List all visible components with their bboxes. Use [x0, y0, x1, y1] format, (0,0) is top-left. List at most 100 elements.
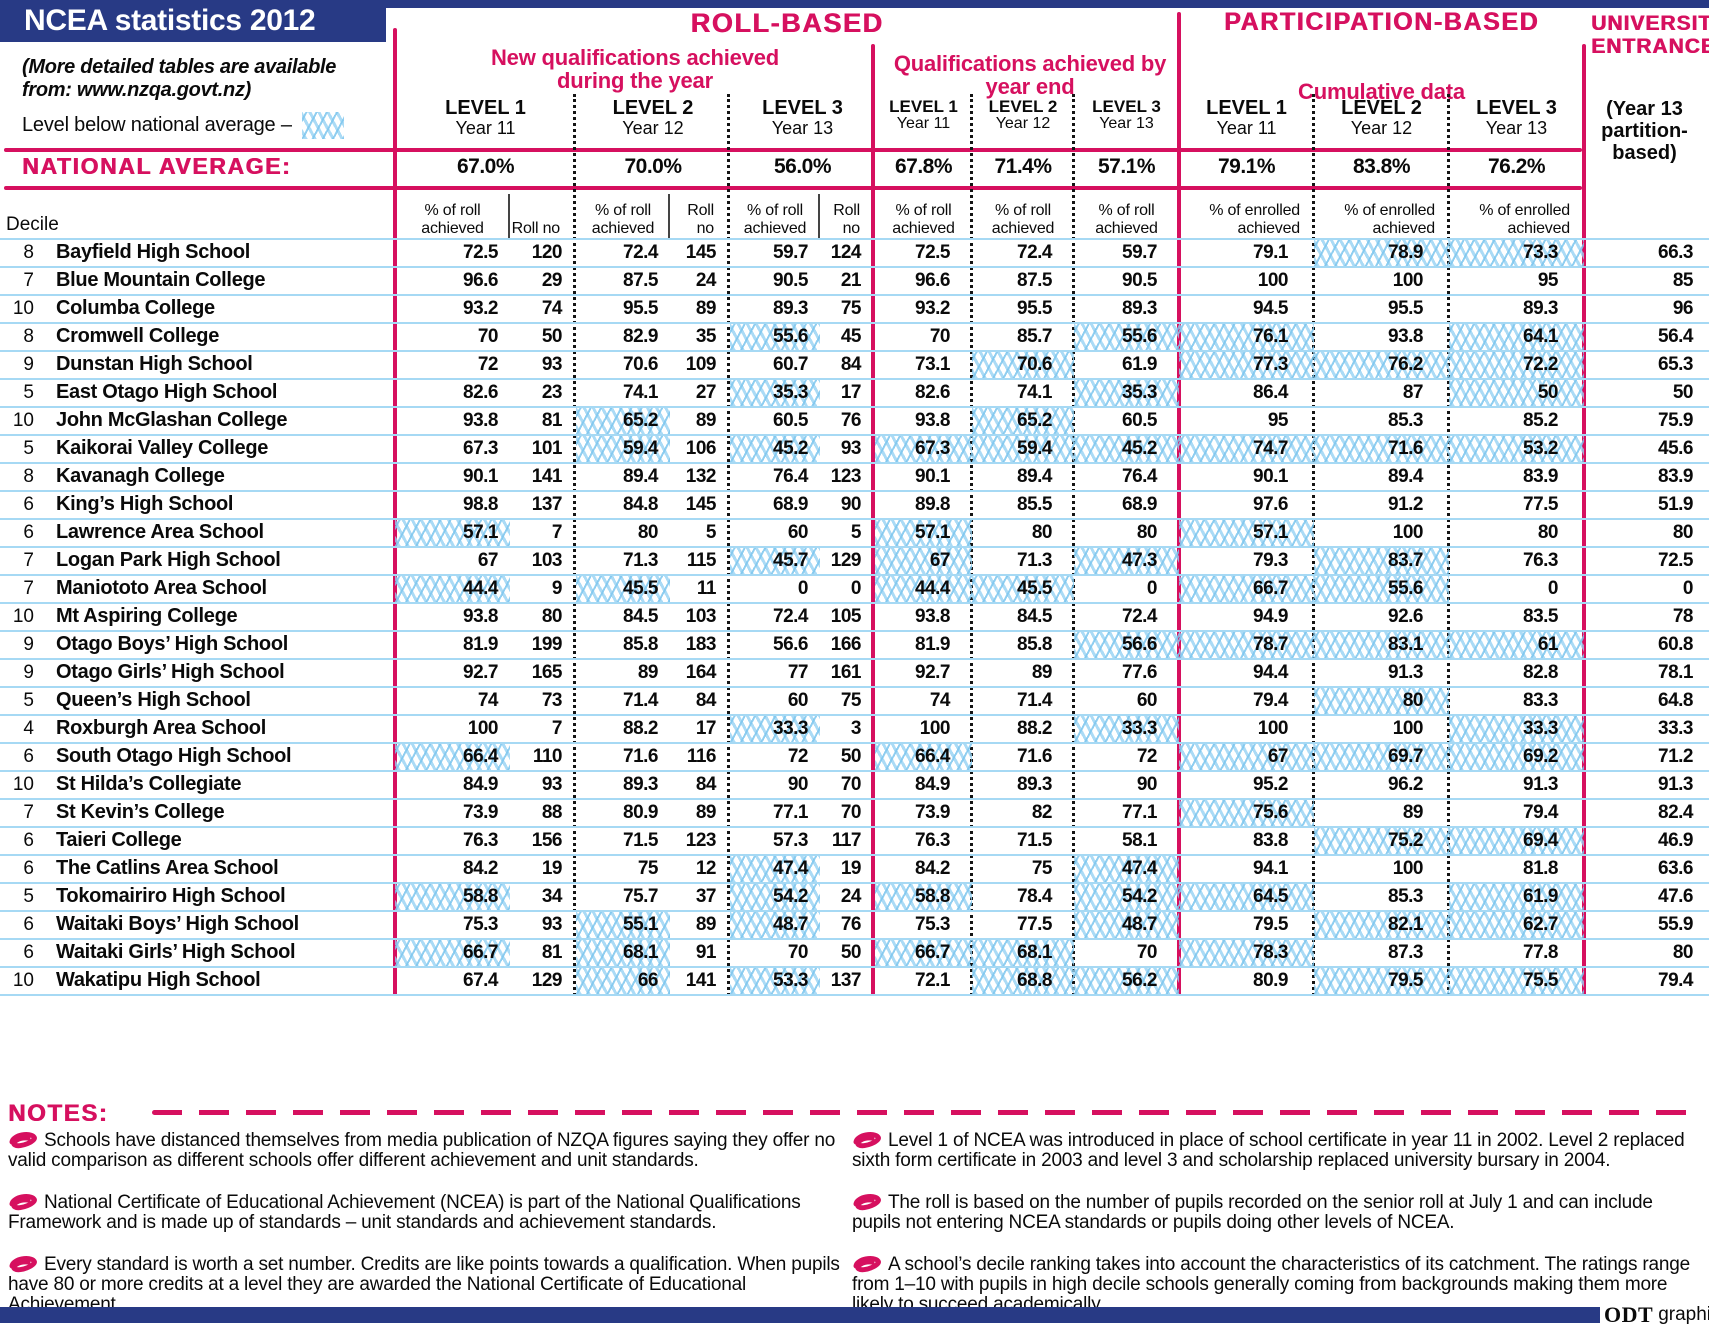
new-l3-roll-no: 21: [840, 270, 862, 291]
yearend-l2-pct: 72.4: [1017, 242, 1052, 263]
yearend-l1-pct: 67.3: [875, 436, 972, 462]
national-average-value: 67.0%: [456, 155, 515, 178]
new-l3-pct: 72.4: [773, 606, 808, 627]
participation-l1-pct: 95.2: [1253, 774, 1288, 795]
new-l2-roll-no: 5: [705, 522, 717, 543]
university-entrance-pct: 47.6: [1658, 886, 1693, 907]
yearend-l2-pct: 89.3: [1017, 774, 1052, 795]
new-l1-pct: 100: [467, 718, 499, 739]
school-name: Otago Girls’ High School: [56, 661, 285, 683]
decile-value: 6: [23, 858, 34, 879]
table-row: 4 Roxburgh Area School 100 7 88.2 17 33.3 3 100 8…: [0, 716, 1709, 744]
yearend-l1-pct: 93.2: [915, 298, 950, 319]
level-header: LEVEL 1 Year 11: [1206, 97, 1287, 138]
university-entrance-pct: 60.8: [1658, 634, 1693, 655]
header-divider: [818, 194, 820, 238]
university-entrance-pct: 83.9: [1658, 466, 1693, 487]
participation-l1-pct: 64.5: [1179, 884, 1314, 910]
participation-l1-pct: 90.1: [1253, 466, 1288, 487]
new-l3-roll-no: 5: [850, 522, 862, 543]
new-l3-roll-no: 17: [840, 382, 862, 403]
participation-l1-pct: 77.3: [1179, 352, 1314, 378]
scribble-icon: [9, 1255, 37, 1272]
yearend-l3-pct: 89.3: [1122, 298, 1157, 319]
new-l2-roll-no: 24: [695, 270, 717, 291]
table-row: 7 Logan Park High School 67 103 71.3 115 45.7 1…: [0, 548, 1709, 576]
new-l3-pct: 33.3: [730, 716, 820, 742]
legend-label: Level below national average –: [22, 114, 292, 136]
top-navy-strip: [0, 0, 1709, 8]
new-l2-roll-no: 183: [685, 634, 717, 655]
yearend-l2-pct: 59.4: [972, 436, 1074, 462]
school-name: Cromwell College: [56, 325, 220, 347]
heading-participation-based: PARTICIPATION-BASED: [1223, 8, 1540, 36]
participation-l3-pct: 53.2: [1449, 436, 1584, 462]
bottom-navy-bar: [0, 1307, 1600, 1323]
participation-l2-pct: 100: [1392, 522, 1424, 543]
new-l2-pct: 89: [637, 662, 659, 683]
new-l3-pct: 90: [787, 774, 809, 795]
decile-value: 10: [12, 606, 34, 627]
new-l2-roll-no: 27: [695, 382, 717, 403]
table-row: 8 Bayfield High School 72.5 120 72.4 145 59.7 1…: [0, 240, 1709, 268]
new-l2-roll-no: 141: [685, 970, 717, 991]
new-l2-roll-no: 37: [695, 886, 717, 907]
yearend-l2-pct: 85.5: [1017, 494, 1052, 515]
participation-l1-pct: 97.6: [1253, 494, 1288, 515]
yearend-l3-pct: 68.9: [1122, 494, 1157, 515]
participation-l2-pct: 92.6: [1388, 606, 1423, 627]
new-l1-roll-no: 120: [531, 242, 563, 263]
participation-l3-pct: 91.3: [1523, 774, 1558, 795]
yearend-l1-pct: 67: [875, 548, 972, 574]
yearend-l3-pct: 90.5: [1122, 270, 1157, 291]
yearend-l3-pct: 59.7: [1122, 242, 1157, 263]
new-l2-roll-no: 106: [685, 438, 717, 459]
new-l1-roll-no: 93: [541, 774, 563, 795]
university-entrance-pct: 82.4: [1658, 802, 1693, 823]
new-l1-pct: 75.3: [463, 914, 498, 935]
new-l3-pct: 45.7: [730, 548, 820, 574]
table-row: 5 Tokomairiro High School 58.8 34 75.7 37 54.2…: [0, 884, 1709, 912]
participation-l2-pct: 89.4: [1388, 466, 1423, 487]
university-entrance-pct: 78.1: [1658, 662, 1693, 683]
below-average-hatch-swatch: [301, 112, 344, 139]
yearend-l2-pct: 95.5: [1017, 298, 1052, 319]
new-l2-pct: 89.4: [623, 466, 658, 487]
participation-l1-pct: 94.5: [1253, 298, 1288, 319]
participation-l1-pct: 83.8: [1253, 830, 1288, 851]
school-name: Columba College: [56, 297, 215, 319]
dotted-divider: [1312, 94, 1315, 996]
table-row: 6 King’s High School 98.8 137 84.8 145 68.9 90 8…: [0, 492, 1709, 520]
notes-dashed-rule: [152, 1110, 1702, 1115]
new-l1-roll-no: 101: [531, 438, 563, 459]
new-l1-roll-no: 73: [541, 690, 563, 711]
yearend-l2-pct: 71.4: [1017, 690, 1052, 711]
university-entrance-pct: 0: [1682, 578, 1694, 599]
new-l2-pct: 80: [637, 522, 659, 543]
university-entrance-pct: 65.3: [1658, 354, 1693, 375]
new-l2-pct: 88.2: [623, 718, 658, 739]
participation-l3-pct: 83.5: [1523, 606, 1558, 627]
new-l2-roll-no: 132: [685, 466, 717, 487]
university-entrance-pct: 85: [1672, 270, 1694, 291]
school-name: Wakatipu High School: [56, 969, 261, 991]
new-l1-roll-no: 103: [531, 550, 563, 571]
decile-value: 7: [23, 550, 34, 571]
yearend-l1-pct: 90.1: [915, 466, 950, 487]
new-l2-pct: 84.5: [623, 606, 658, 627]
decile-value: 6: [23, 494, 34, 515]
col-header-roll-no: Roll no: [511, 220, 561, 238]
new-l3-roll-no: 105: [830, 606, 862, 627]
level-header: LEVEL 2 Year 12: [612, 97, 694, 138]
yearend-l3-pct: 33.3: [1074, 716, 1179, 742]
new-l1-pct: 44.4: [395, 576, 510, 602]
new-l1-pct: 66.7: [395, 940, 510, 966]
participation-l2-pct: 78.9: [1314, 240, 1449, 266]
table-row: 6 Taieri College 76.3 156 71.5 123 57.3 117 76.3…: [0, 828, 1709, 856]
new-l3-pct: 54.2: [730, 884, 820, 910]
school-name: South Otago High School: [56, 745, 292, 767]
new-l2-roll-no: 145: [685, 242, 717, 263]
new-l1-roll-no: 9: [551, 578, 563, 599]
new-l3-roll-no: 50: [840, 746, 862, 767]
school-name: Kavanagh College: [56, 465, 225, 487]
